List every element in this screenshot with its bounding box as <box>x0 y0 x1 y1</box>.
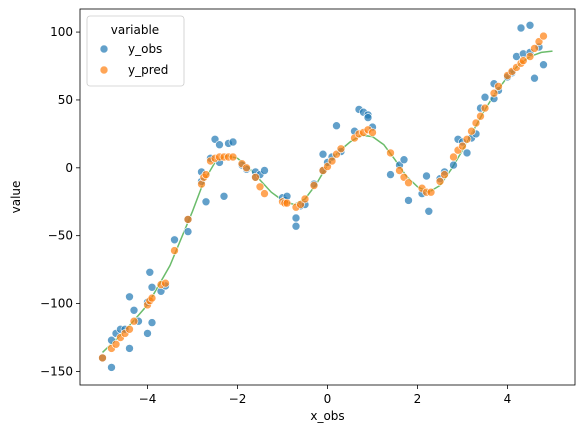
point-y-obs <box>516 23 526 33</box>
y-axis-label: value <box>9 181 23 214</box>
point-y-obs <box>125 292 134 302</box>
point-y-pred <box>296 200 305 209</box>
point-y-obs <box>525 20 535 30</box>
y-tick-label: −50 <box>48 229 73 243</box>
point-y-obs <box>424 207 434 216</box>
point-y-pred <box>471 118 481 128</box>
point-y-obs <box>539 60 548 69</box>
x-tick-label: −2 <box>229 392 247 406</box>
point-y-obs <box>125 344 134 353</box>
legend-box <box>86 15 185 87</box>
point-y-obs <box>404 196 413 205</box>
point-y-obs <box>147 282 157 292</box>
point-y-pred <box>255 182 265 192</box>
point-y-obs <box>363 113 373 122</box>
point-y-obs <box>183 227 193 236</box>
point-y-obs <box>449 160 458 170</box>
point-y-pred <box>426 187 436 197</box>
y-tick-label: −100 <box>40 297 73 311</box>
point-y-obs <box>129 305 139 315</box>
point-y-obs <box>480 92 490 102</box>
point-y-pred <box>489 88 499 98</box>
point-y-pred <box>518 56 528 65</box>
point-y-pred <box>309 181 319 190</box>
x-tick-label: 4 <box>504 392 512 406</box>
legend-marker-y-obs <box>99 44 109 54</box>
legend-entry-y-pred: y_pred <box>128 63 168 77</box>
point-y-pred <box>98 353 107 363</box>
x-tick-label: 2 <box>414 392 422 406</box>
point-y-pred <box>449 152 458 162</box>
point-y-pred <box>242 163 251 173</box>
point-y-pred <box>494 82 503 91</box>
point-y-pred <box>125 324 134 334</box>
point-y-pred <box>476 111 485 121</box>
point-y-obs <box>145 267 155 277</box>
legend-marker-y-pred <box>99 65 109 75</box>
point-y-obs <box>143 329 152 338</box>
point-y-pred <box>129 316 139 326</box>
point-y-obs <box>462 148 472 158</box>
point-y-pred <box>435 177 445 186</box>
point-y-obs <box>260 166 269 175</box>
point-y-pred <box>336 144 346 154</box>
point-y-pred <box>111 339 121 349</box>
point-y-obs <box>228 137 238 147</box>
point-y-pred <box>201 170 211 179</box>
point-y-pred <box>467 126 476 136</box>
point-y-pred <box>539 31 548 41</box>
y-tick-label: 50 <box>58 93 73 107</box>
point-y-obs <box>386 170 395 179</box>
point-y-obs <box>201 197 211 207</box>
point-y-pred <box>395 166 404 175</box>
point-y-pred <box>161 278 170 288</box>
point-y-pred <box>404 178 413 187</box>
point-y-pred <box>260 189 269 198</box>
point-y-pred <box>462 135 472 144</box>
point-y-pred <box>228 152 238 162</box>
point-y-obs <box>291 213 301 223</box>
point-y-obs <box>170 235 179 245</box>
point-y-pred <box>282 198 292 208</box>
y-tick-label: 0 <box>65 161 73 175</box>
point-y-pred <box>300 194 310 204</box>
point-y-pred <box>368 128 377 137</box>
point-y-pred <box>525 52 535 61</box>
point-y-obs <box>399 155 409 164</box>
point-y-pred <box>458 141 467 151</box>
point-y-pred <box>530 44 539 53</box>
legend: variable y_obs y_pred <box>86 15 185 87</box>
point-y-obs <box>215 140 224 149</box>
y-axis: −150 −100 −50 0 50 100 <box>40 25 80 378</box>
point-y-pred <box>480 103 490 113</box>
point-y-pred <box>386 148 395 158</box>
legend-entry-y-obs: y_obs <box>128 42 162 56</box>
point-y-obs <box>332 121 341 130</box>
x-tick-label: −4 <box>139 392 157 406</box>
point-y-pred <box>147 293 157 303</box>
point-y-obs <box>107 363 116 372</box>
point-y-pred <box>327 156 337 166</box>
x-tick-label: 0 <box>324 392 332 406</box>
legend-title: variable <box>111 23 159 37</box>
y-tick-label: −150 <box>40 364 73 378</box>
point-y-obs <box>291 221 301 231</box>
x-axis: −4 −2 0 2 4 <box>139 385 512 406</box>
point-y-pred <box>440 170 449 179</box>
point-y-obs <box>530 73 539 83</box>
point-y-obs <box>422 171 431 181</box>
x-axis-label: x_obs <box>310 409 344 423</box>
point-y-obs <box>219 192 229 201</box>
points-layer <box>98 20 548 372</box>
point-y-pred <box>323 162 332 171</box>
point-y-pred <box>183 215 193 224</box>
point-y-obs <box>147 318 157 327</box>
point-y-pred <box>251 173 260 182</box>
point-y-pred <box>170 246 179 255</box>
y-tick-label: 100 <box>50 25 73 39</box>
point-y-obs <box>318 149 328 159</box>
point-y-pred <box>534 37 544 46</box>
